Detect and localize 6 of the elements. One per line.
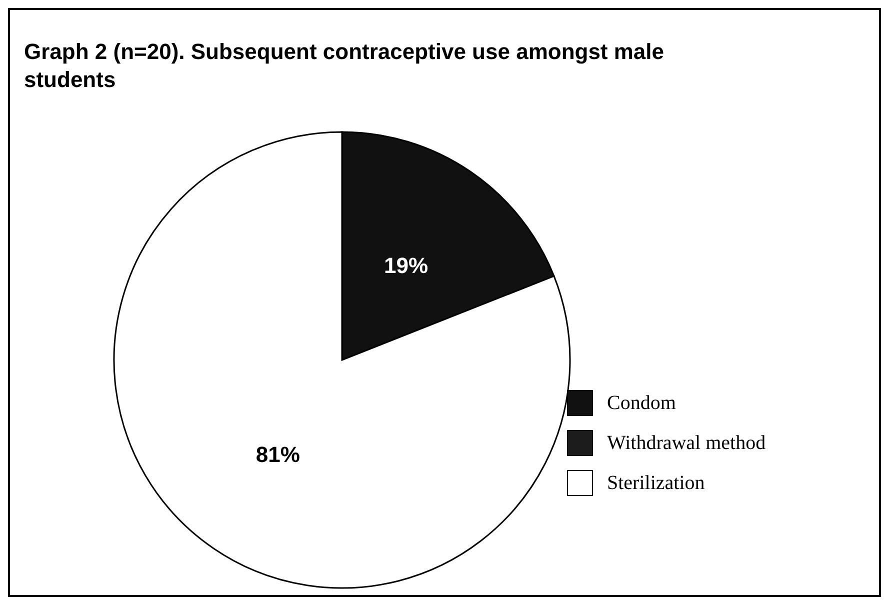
legend-label: Withdrawal method xyxy=(607,432,766,454)
data-label: 81% xyxy=(256,442,300,467)
chart-title: Graph 2 (n=20). Subsequent contraceptive use amongst male students xyxy=(24,38,664,94)
data-label: 19% xyxy=(384,253,428,278)
legend-label: Condom xyxy=(607,392,676,414)
legend-label: Sterilization xyxy=(607,472,705,494)
